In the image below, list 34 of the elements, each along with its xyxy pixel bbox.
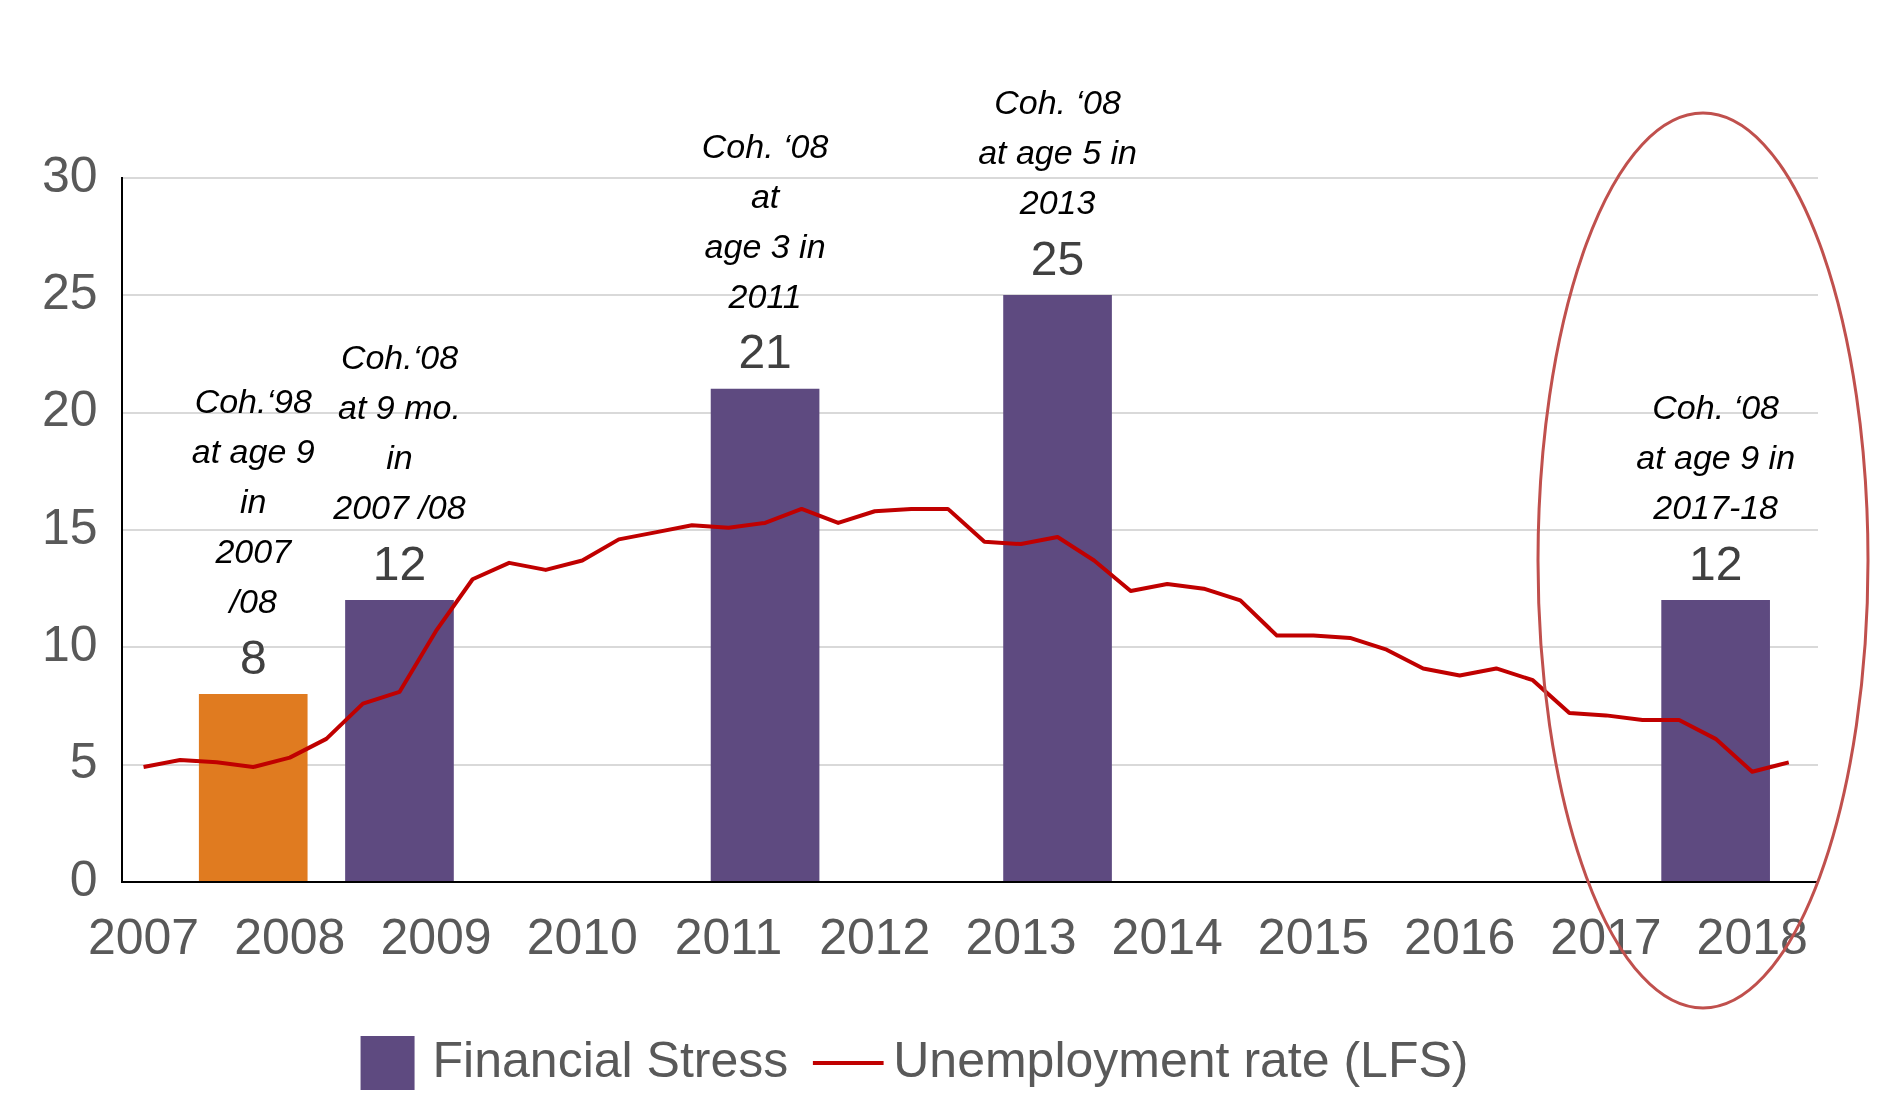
x-tick-label: 2016 [1404, 908, 1516, 965]
data-label: 25 [1030, 231, 1085, 285]
x-tick-label: 2007 [87, 908, 200, 965]
y-tick-label: 0 [69, 850, 98, 907]
legend-label: Unemployment rate (LFS) [893, 1031, 1469, 1088]
x-tick-label: 2015 [1257, 908, 1370, 965]
y-tick-label: 20 [41, 381, 98, 438]
y-tick-label: 30 [41, 146, 98, 203]
data-label: 8 [239, 630, 267, 684]
x-tick-label: 2008 [234, 908, 346, 965]
x-tick-label: 2011 [674, 908, 783, 965]
bar [1661, 600, 1770, 882]
x-tick-label: 2013 [965, 908, 1077, 965]
data-label: 21 [738, 325, 792, 379]
annotation: Coh.‘98 at age 9 in 2007 /08 [191, 381, 315, 620]
annotation: Coh.‘08 at 9 mo. in 2007 /08 [332, 337, 466, 526]
annotation: Coh. ‘08 at age 3 in 2011 [701, 126, 829, 315]
data-label: 12 [1688, 536, 1743, 590]
y-tick-label: 10 [41, 616, 98, 673]
y-tick-label: 25 [41, 264, 98, 321]
y-tick-label: 15 [41, 498, 98, 555]
x-tick-label: 2014 [1111, 908, 1223, 965]
legend-label: Financial Stress [432, 1031, 789, 1088]
data-label: 12 [372, 536, 427, 590]
x-tick-label: 2012 [819, 908, 931, 965]
annotation: Coh. ‘08 at age 9 in 2017-18 [1636, 387, 1796, 526]
x-tick-label: 2009 [380, 908, 492, 965]
bar [710, 388, 820, 882]
x-tick-label: 2010 [526, 908, 638, 965]
bar [345, 600, 454, 882]
annotation: Coh. ‘08 at age 5 in 2013 [978, 82, 1137, 221]
bar [1003, 295, 1112, 882]
bar [198, 693, 308, 882]
y-tick-label: 5 [69, 733, 98, 790]
